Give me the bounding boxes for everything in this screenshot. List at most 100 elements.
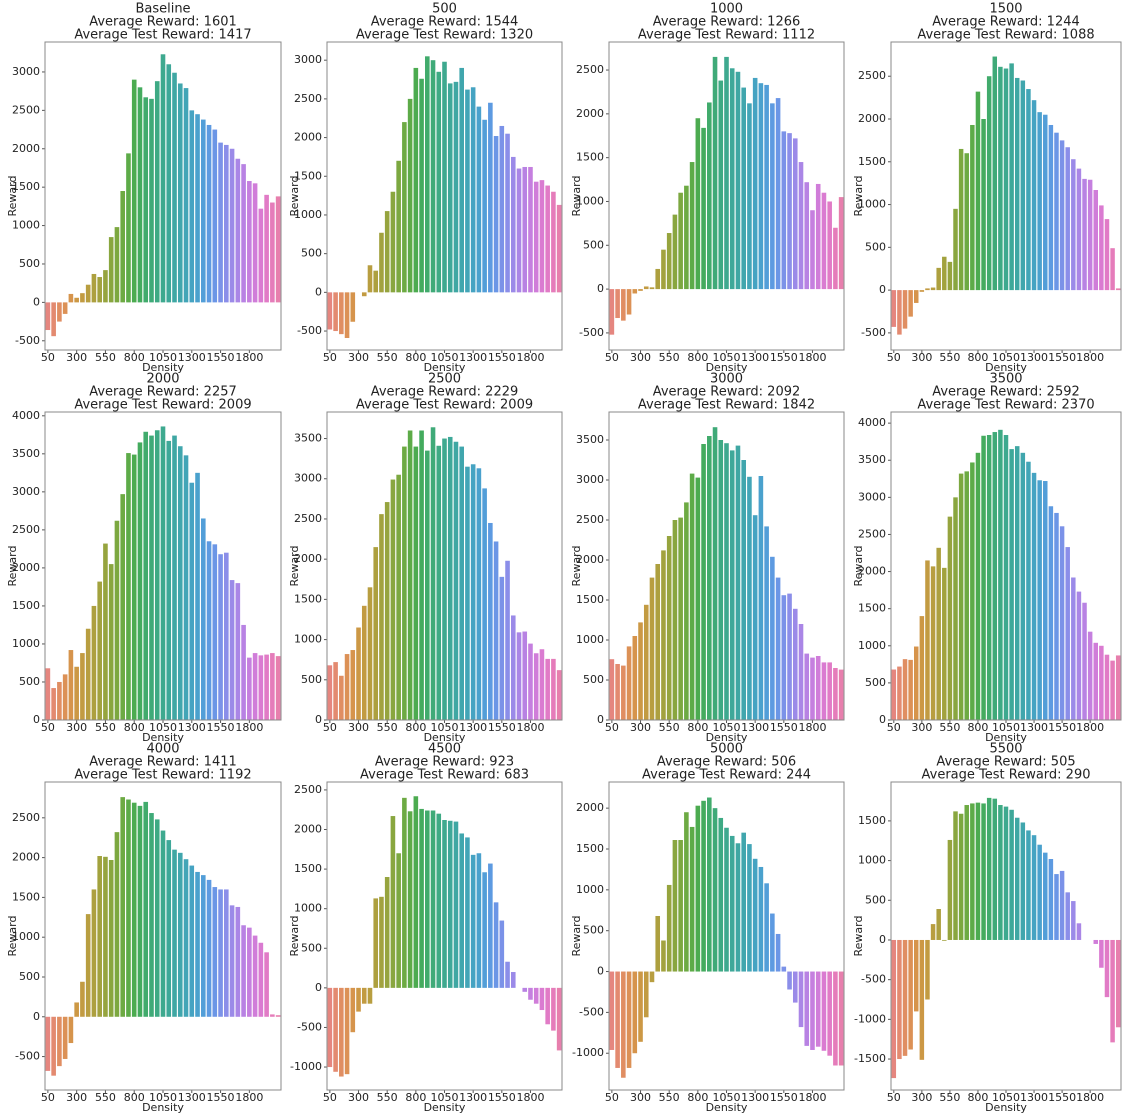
y-tick-label: 1500 bbox=[12, 180, 40, 193]
chart-title: Average Reward: 2229 bbox=[371, 385, 519, 400]
y-tick-label: 2000 bbox=[12, 142, 40, 155]
bar bbox=[975, 91, 981, 291]
bar bbox=[758, 476, 764, 720]
bar bbox=[833, 227, 838, 290]
y-tick-label: -500 bbox=[579, 326, 604, 339]
bar bbox=[505, 560, 510, 720]
bar bbox=[998, 805, 1003, 940]
bar bbox=[556, 987, 562, 1051]
plot-frame bbox=[608, 41, 845, 351]
x-tick-label: 800 bbox=[687, 351, 708, 364]
bar bbox=[701, 127, 706, 290]
bar bbox=[747, 103, 752, 290]
y-tick-label: 1000 bbox=[12, 637, 40, 650]
bar bbox=[528, 166, 533, 293]
bar bbox=[51, 302, 56, 337]
x-tick-label: 1550 bbox=[207, 721, 235, 734]
x-tick-label: 300 bbox=[348, 721, 369, 734]
bar bbox=[897, 290, 902, 335]
bar bbox=[1065, 547, 1070, 720]
bar bbox=[74, 297, 79, 303]
bar bbox=[229, 148, 235, 303]
y-axis-label: Reward bbox=[570, 176, 583, 217]
y-tick-label: -500 bbox=[297, 1020, 322, 1033]
chart-title: Average Reward: 2092 bbox=[653, 385, 801, 400]
bar bbox=[195, 472, 200, 720]
y-tick-label: 500 bbox=[301, 673, 322, 686]
chart-title: Average Reward: 1266 bbox=[653, 15, 801, 30]
bar bbox=[632, 971, 638, 1054]
bar bbox=[1059, 870, 1065, 940]
bar bbox=[1099, 205, 1104, 291]
bar bbox=[436, 71, 442, 293]
bar bbox=[1014, 77, 1020, 291]
bar bbox=[476, 468, 482, 720]
bar bbox=[252, 653, 258, 720]
y-tick-label: -500 bbox=[579, 1005, 604, 1018]
bar bbox=[930, 924, 936, 940]
x-tick-label: 1550 bbox=[488, 721, 516, 734]
x-tick-label: 800 bbox=[124, 351, 145, 364]
bar bbox=[947, 839, 953, 940]
x-tick-label: 1050 bbox=[713, 1091, 741, 1104]
plot-frame bbox=[44, 41, 282, 351]
bar bbox=[166, 840, 172, 1017]
bar bbox=[68, 650, 74, 720]
bar bbox=[522, 987, 528, 992]
bar bbox=[126, 453, 131, 720]
bar bbox=[396, 853, 401, 988]
bar bbox=[1076, 923, 1082, 940]
bar bbox=[493, 902, 499, 988]
bar bbox=[1110, 660, 1115, 720]
bar bbox=[200, 875, 206, 1017]
bar bbox=[45, 1016, 51, 1071]
bar bbox=[189, 865, 195, 1017]
chart-title: Average Test Reward: 1192 bbox=[74, 768, 251, 783]
bar bbox=[741, 460, 746, 720]
bar bbox=[499, 576, 505, 720]
bar bbox=[672, 520, 678, 720]
x-tick-label: 1300 bbox=[178, 1091, 206, 1104]
bar bbox=[1115, 939, 1121, 1028]
x-tick-label: 1050 bbox=[149, 351, 177, 364]
bar bbox=[91, 273, 97, 303]
chart-title: Average Test Reward: 2370 bbox=[917, 398, 1094, 413]
x-tick-label: 550 bbox=[659, 351, 680, 364]
bar bbox=[752, 858, 758, 972]
bar bbox=[643, 604, 649, 720]
bar bbox=[792, 608, 798, 720]
bar bbox=[45, 302, 51, 331]
bar bbox=[958, 148, 964, 291]
bar bbox=[689, 162, 695, 290]
x-tick-label: 550 bbox=[939, 351, 960, 364]
y-tick-label: 1000 bbox=[294, 633, 322, 646]
y-tick-label: 0 bbox=[33, 1010, 40, 1023]
bar bbox=[510, 615, 516, 720]
bar bbox=[516, 168, 522, 293]
x-tick-label: 300 bbox=[66, 721, 87, 734]
y-tick-label: 0 bbox=[33, 713, 40, 726]
bar bbox=[379, 514, 384, 720]
bar bbox=[775, 98, 781, 290]
bar bbox=[1082, 602, 1087, 720]
x-tick-label: 1550 bbox=[1048, 1091, 1076, 1104]
bar bbox=[609, 971, 615, 1050]
bar bbox=[258, 942, 264, 1017]
bar bbox=[229, 580, 235, 720]
bar bbox=[970, 803, 975, 940]
bar bbox=[1093, 642, 1098, 720]
x-tick-label: 1550 bbox=[488, 351, 516, 364]
y-tick-label: 1500 bbox=[294, 169, 322, 182]
bar bbox=[97, 277, 102, 303]
bar bbox=[447, 820, 453, 988]
bar bbox=[413, 67, 419, 293]
x-tick-label: 1300 bbox=[178, 721, 206, 734]
x-tick-label: 1550 bbox=[488, 1091, 516, 1104]
bar bbox=[396, 474, 401, 720]
y-tick-label: -1000 bbox=[854, 1012, 886, 1025]
y-tick-label: 500 bbox=[865, 893, 886, 906]
chart-title: 4000 bbox=[146, 742, 179, 757]
bar bbox=[247, 181, 252, 303]
x-tick-label: 800 bbox=[967, 721, 988, 734]
bar bbox=[45, 668, 51, 720]
